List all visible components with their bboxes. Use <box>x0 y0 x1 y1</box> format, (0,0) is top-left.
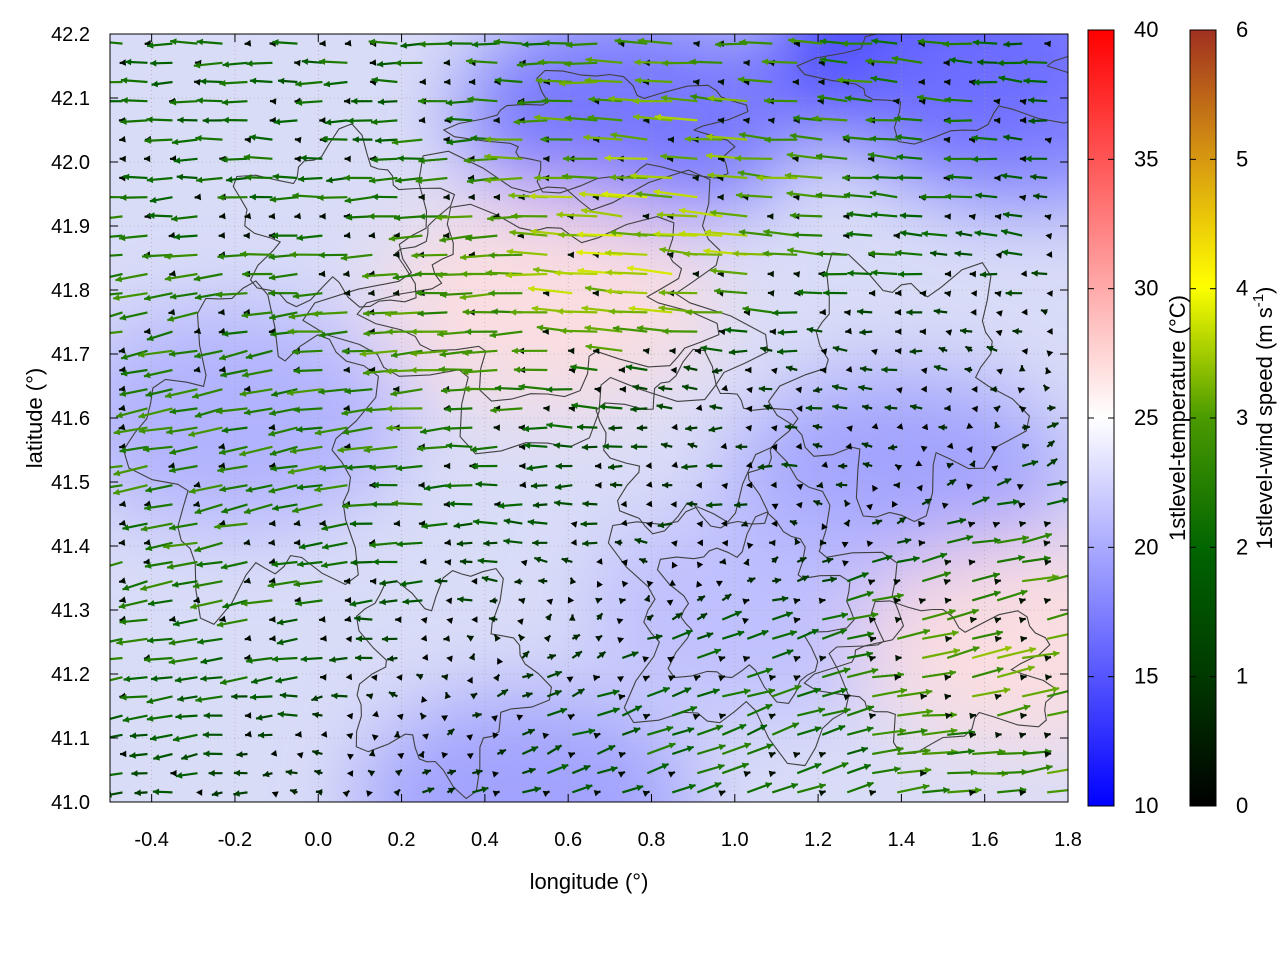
y-tick-label: 41.6 <box>51 408 90 430</box>
x-tick-label: 0.0 <box>304 829 332 851</box>
temperature-region <box>856 532 1196 752</box>
colorbar-tick-label: 40 <box>1134 17 1158 42</box>
colorbar-tick-label: 30 <box>1134 276 1158 301</box>
x-tick-label: -0.4 <box>134 829 168 851</box>
y-tick-label: 41.5 <box>51 472 90 494</box>
colorbar-tick-label: 3 <box>1236 405 1248 430</box>
x-tick-label: 1.6 <box>971 829 999 851</box>
colorbar-tick-label: 15 <box>1134 664 1158 689</box>
temperature-colorbar-label: 1stlevel-temperature (°C) <box>1165 295 1190 541</box>
wind-colorbar: 0 1 2 3 4 5 6 1stlevel-wind speed (m s-1) <box>1190 17 1277 818</box>
y-tick-label: 42.2 <box>51 24 90 46</box>
colorbar-tick-label: 2 <box>1236 534 1248 559</box>
y-tick-label: 41.0 <box>51 792 90 814</box>
wind-colorbar-label: 1stlevel-wind speed (m s-1) <box>1250 287 1277 550</box>
x-tick-label: 0.6 <box>554 829 582 851</box>
x-tick-label: -0.2 <box>218 829 252 851</box>
y-tick-label: 41.8 <box>51 280 90 302</box>
colorbar-tick-label: 1 <box>1236 664 1248 689</box>
x-tick-label: 0.2 <box>388 829 416 851</box>
y-axis-label: latitude (°) <box>22 368 47 469</box>
colorbar-tick-label: 20 <box>1134 534 1158 559</box>
x-tick-label: 1.0 <box>721 829 749 851</box>
colorbar-tick-label: 35 <box>1134 146 1158 171</box>
colorbar-tick-label: 10 <box>1134 793 1158 818</box>
colorbar-tick-label: 5 <box>1236 146 1248 171</box>
x-tick-label: 0.4 <box>471 829 499 851</box>
x-tick-label: 1.4 <box>887 829 915 851</box>
wind-label-sup: -1 <box>1250 294 1267 307</box>
colorbar-tick-label: 0 <box>1236 793 1248 818</box>
temperature-colorbar: 10 15 20 25 30 35 40 1stlevel-temperature (°C) <box>1088 17 1190 818</box>
x-tick-label: 0.8 <box>638 829 666 851</box>
x-tick-label: 1.8 <box>1054 829 1082 851</box>
colorbar-tick-label: 6 <box>1236 17 1248 42</box>
y-tick-label: 42.1 <box>51 88 90 110</box>
y-tick-label: 41.9 <box>51 216 90 238</box>
y-tick-label: 41.4 <box>51 536 90 558</box>
wind-label-main: 1stlevel-wind speed (m s <box>1252 307 1277 549</box>
x-axis-label: longitude (°) <box>530 869 649 894</box>
colorbar-tick-label: 25 <box>1134 405 1158 430</box>
y-tick-label: 42.0 <box>51 152 90 174</box>
x-tick-label: 1.2 <box>804 829 832 851</box>
y-tick-label: 41.2 <box>51 664 90 686</box>
colorbar-tick-label: 4 <box>1236 276 1248 301</box>
y-tick-label: 41.1 <box>51 728 90 750</box>
y-tick-label: 41.3 <box>51 600 90 622</box>
wind-label-end: ) <box>1252 287 1277 294</box>
y-tick-label: 41.7 <box>51 344 90 366</box>
